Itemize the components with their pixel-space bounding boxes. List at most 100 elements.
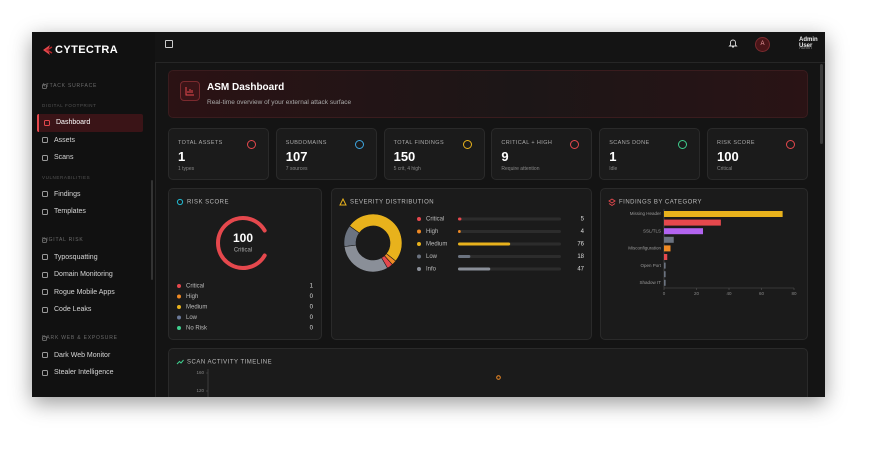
- nav-label: VULNERABILITIES: [42, 174, 91, 180]
- legend-label: Low: [426, 254, 438, 260]
- severity-count: 4: [581, 229, 585, 235]
- brand-name: CYTECTRA: [55, 44, 119, 56]
- nav-icon: [42, 154, 48, 161]
- nav-icon: [42, 271, 48, 278]
- nav-label: Dashboard: [56, 119, 91, 126]
- user-role: Admin: [799, 45, 812, 50]
- legend-value: 1: [310, 284, 314, 290]
- sidebar-toggle[interactable]: [165, 40, 173, 48]
- nav-icon: [42, 237, 47, 243]
- severity-bar: [458, 230, 461, 233]
- stat-note: Critical: [717, 166, 733, 172]
- stat-icon: [462, 140, 472, 149]
- x-tick-label: 80: [791, 291, 797, 296]
- category-panel-canvas: FINDINGS BY CATEGORY 0 20 40 60 80 Missing Hea…: [608, 198, 797, 296]
- nav-item[interactable]: Dashboard: [37, 114, 143, 132]
- y-tick-label: Misconfiguration: [628, 246, 661, 251]
- stat-label: RISK SCORE: [717, 140, 755, 146]
- bar: [664, 262, 666, 269]
- user-avatar[interactable]: A: [755, 37, 770, 52]
- nav-label: Rogue Mobile Apps: [54, 288, 115, 296]
- app-window: CYTECTRA ATTACK SURFACE DIGITAL FOOTPRINT…: [32, 32, 825, 397]
- dashboard-banner: ASM Dashboard Real-time overview of your…: [168, 70, 808, 118]
- nav-label: Scans: [54, 154, 74, 161]
- stat-icon: [786, 140, 795, 149]
- donut-segment: [343, 244, 388, 273]
- timeline-point: [496, 375, 501, 380]
- nav-item[interactable]: Scans: [32, 149, 155, 167]
- bar: [664, 228, 703, 235]
- stat-value: 1: [609, 149, 617, 164]
- nav-item[interactable]: Rogue Mobile Apps: [32, 284, 155, 302]
- stat-value: 100: [717, 149, 739, 164]
- legend-label: Medium: [426, 242, 447, 248]
- stat-card: SCANS DONE 1 Idle: [599, 128, 701, 180]
- severity-bar: [458, 242, 511, 246]
- severity-count: 47: [577, 267, 584, 273]
- risk-score-panel-canvas: RISK SCORE 100 Critical Critical 1 High 0 Mediu…: [176, 198, 314, 332]
- x-tick-label: 0: [663, 291, 666, 296]
- nav-label: Stealer Intelligence: [54, 369, 114, 376]
- risk-gauge-value: 100: [233, 231, 253, 245]
- legend-label: Low: [186, 315, 198, 321]
- severity-panel: SEVERITY DISTRIBUTION Critical 5 High 4 Mediu…: [331, 188, 592, 340]
- nav-item[interactable]: Templates: [32, 203, 155, 221]
- legend-label: Info: [426, 267, 437, 273]
- severity-count: 5: [581, 217, 585, 223]
- panel-title: FINDINGS BY CATEGORY: [619, 200, 702, 206]
- nav-list: ATTACK SURFACE DIGITAL FOOTPRINT Dashboard…: [32, 78, 155, 382]
- y-tick-label: SSL/TLS: [643, 228, 661, 233]
- banner-subtitle: Real-time overview of your external atta…: [207, 99, 352, 106]
- x-tick-label: 40: [726, 291, 732, 296]
- nav-item[interactable]: Typosquatting: [32, 249, 155, 267]
- y-tick-label: 160: [196, 370, 204, 375]
- panel-icon: [176, 198, 184, 206]
- nav-icon: [42, 84, 47, 89]
- nav-icon: [42, 369, 48, 376]
- legend-label: High: [426, 229, 438, 235]
- panel-icon: [608, 198, 616, 207]
- nav-icon: [44, 119, 50, 126]
- y-tick-label: 120: [196, 388, 204, 393]
- stat-value: 9: [501, 149, 509, 164]
- legend-label: No Risk: [186, 326, 208, 332]
- nav-label: DIGITAL RISK: [42, 236, 84, 243]
- legend-label: Medium: [186, 305, 207, 311]
- bar: [664, 219, 721, 226]
- stat-icon: [247, 140, 256, 149]
- stat-label: TOTAL ASSETS: [178, 140, 223, 146]
- user-name[interactable]: Admin User: [799, 37, 818, 49]
- severity-bar: [458, 255, 471, 258]
- legend-dot: [177, 315, 181, 320]
- panel-icon: [339, 197, 347, 206]
- nav-label: DIGITAL FOOTPRINT: [42, 103, 97, 108]
- bar-track: [458, 230, 561, 233]
- legend-dot: [177, 305, 181, 309]
- severity-bar: [458, 217, 462, 221]
- nav-group: VULNERABILITIES: [32, 169, 155, 186]
- nav-item[interactable]: Code Leaks: [32, 301, 155, 319]
- risk-score-panel: RISK SCORE 100 Critical Critical 1 High 0 Mediu…: [168, 188, 322, 340]
- nav-item[interactable]: Dark Web Monitor: [32, 347, 155, 365]
- legend-dot: [177, 326, 181, 330]
- nav-item[interactable]: Assets: [32, 132, 155, 150]
- nav-item[interactable]: Stealer Intelligence: [32, 364, 155, 382]
- sidebar: CYTECTRA ATTACK SURFACE DIGITAL FOOTPRINT…: [32, 32, 156, 397]
- severity-bar: [458, 267, 491, 271]
- nav-icon: [42, 335, 47, 341]
- stat-note: Require attention: [501, 166, 540, 172]
- banner-icon-glyph: [185, 87, 194, 96]
- stat-note: 7 sources: [285, 166, 308, 172]
- nav-label: Dark Web Monitor: [54, 351, 111, 359]
- severity-count: 76: [577, 242, 584, 248]
- stat-card: RISK SCORE 100 Critical: [707, 128, 808, 180]
- notifications-bell[interactable]: [728, 38, 738, 48]
- nav-icon: [42, 208, 48, 215]
- nav-item[interactable]: Findings: [32, 186, 155, 204]
- stat-card: TOTAL FINDINGS 150 5 crit, 4 high: [383, 128, 485, 180]
- nav-item[interactable]: Domain Monitoring: [32, 266, 155, 284]
- stat-label: SUBDOMAINS: [285, 140, 327, 146]
- stat-card: TOTAL ASSETS 1 1 types: [168, 128, 269, 180]
- bar-track: [458, 255, 561, 258]
